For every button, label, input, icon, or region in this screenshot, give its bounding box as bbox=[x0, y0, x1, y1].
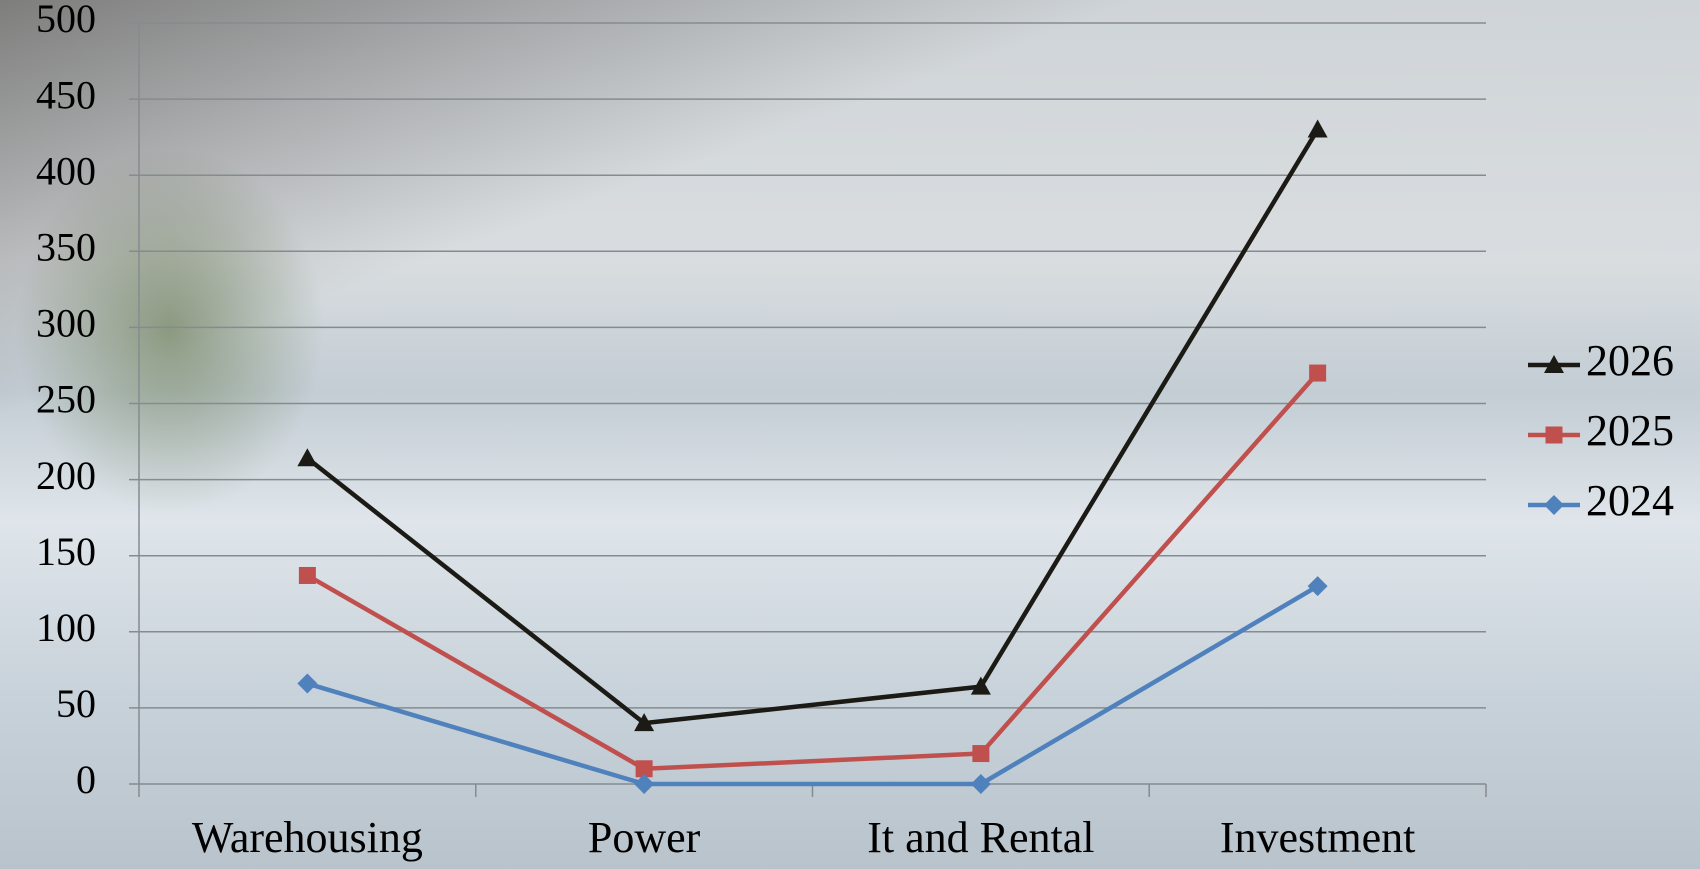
data-point bbox=[298, 566, 316, 584]
legend-marker bbox=[1544, 355, 1564, 373]
y-tick-label: 400 bbox=[36, 148, 96, 193]
legend-label: 2024 bbox=[1586, 476, 1674, 525]
legend-label: 2026 bbox=[1586, 336, 1674, 385]
y-tick-label: 300 bbox=[36, 301, 96, 346]
data-point bbox=[634, 713, 655, 732]
data-point bbox=[634, 774, 655, 794]
legend-label: 2025 bbox=[1586, 406, 1674, 455]
y-tick-label: 150 bbox=[36, 529, 96, 574]
data-point bbox=[1307, 119, 1328, 138]
y-tick-label: 50 bbox=[56, 681, 96, 726]
x-tick-label: Power bbox=[588, 813, 701, 862]
series-line bbox=[306, 584, 1319, 787]
y-tick-label: 100 bbox=[36, 605, 96, 650]
legend-marker bbox=[1545, 426, 1563, 444]
y-tick-label: 450 bbox=[36, 72, 96, 117]
y-tick-label: 500 bbox=[36, 0, 96, 41]
data-point bbox=[972, 745, 990, 763]
x-tick-label: Investment bbox=[1220, 813, 1416, 862]
y-tick-label: 0 bbox=[76, 757, 96, 802]
data-point bbox=[970, 774, 991, 794]
x-tick-label: Warehousing bbox=[192, 813, 423, 862]
data-point bbox=[297, 448, 318, 467]
data-point bbox=[297, 673, 318, 694]
data-point bbox=[1309, 364, 1327, 382]
data-point bbox=[970, 676, 991, 695]
y-tick-label: 350 bbox=[36, 224, 96, 269]
x-tick-label: It and Rental bbox=[867, 813, 1094, 862]
data-point bbox=[635, 760, 653, 778]
data-point bbox=[1307, 576, 1328, 597]
legend-marker bbox=[1544, 495, 1564, 515]
series-line bbox=[306, 371, 1320, 772]
y-tick-label: 200 bbox=[36, 453, 96, 498]
y-tick-label: 250 bbox=[36, 377, 96, 422]
series-line bbox=[305, 128, 1320, 726]
